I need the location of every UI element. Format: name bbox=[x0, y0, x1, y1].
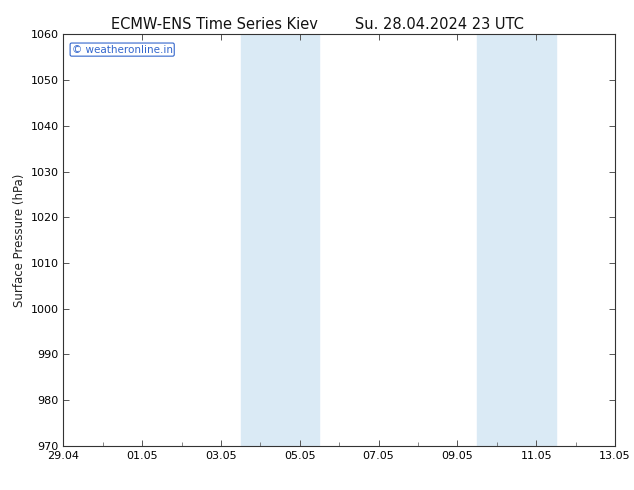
Bar bbox=[280, 34, 320, 446]
Y-axis label: Surface Pressure (hPa): Surface Pressure (hPa) bbox=[13, 173, 26, 307]
Bar bbox=[517, 34, 556, 446]
Text: © weatheronline.in: © weatheronline.in bbox=[72, 45, 172, 54]
Bar bbox=[477, 34, 517, 446]
Text: ECMW-ENS Time Series Kiev        Su. 28.04.2024 23 UTC: ECMW-ENS Time Series Kiev Su. 28.04.2024… bbox=[110, 17, 524, 32]
Bar bbox=[241, 34, 280, 446]
